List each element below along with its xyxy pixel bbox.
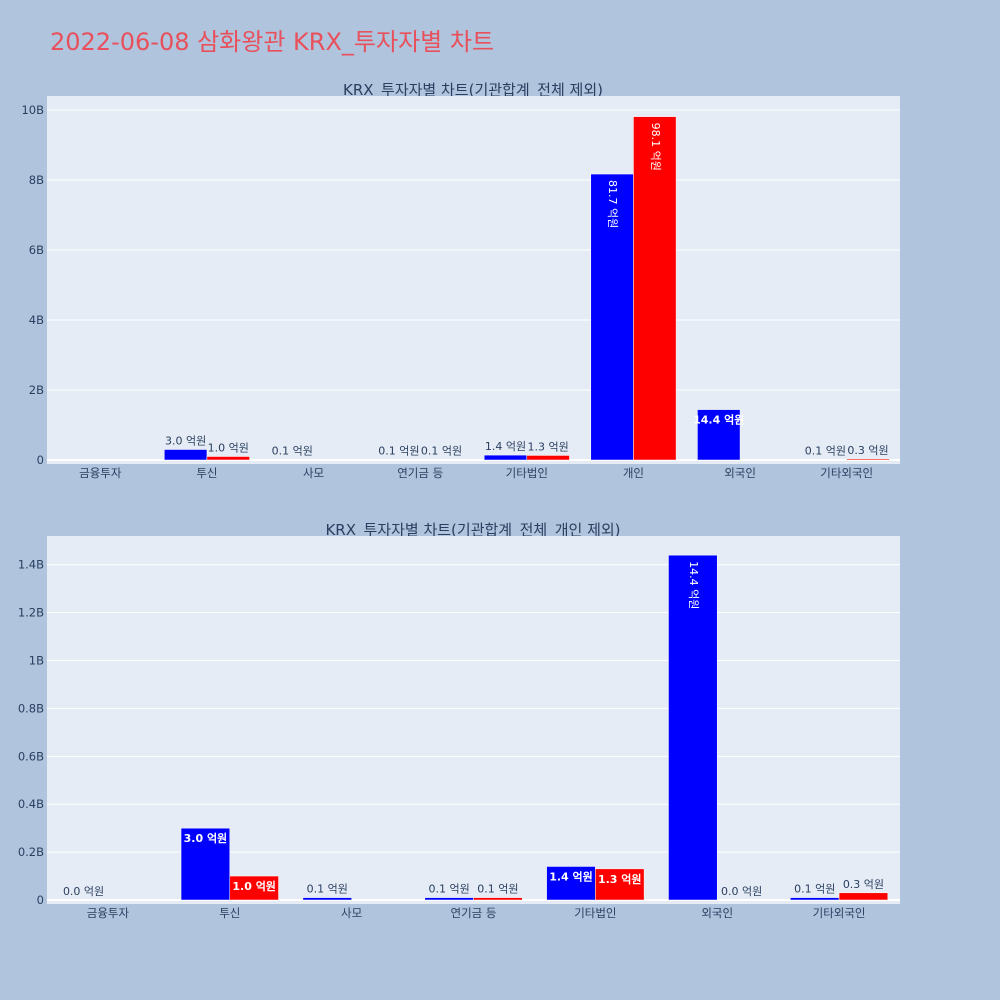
data-label: 1.3 억원	[528, 440, 569, 453]
bar	[633, 116, 677, 461]
x-tick-label: 사모	[303, 466, 324, 480]
plot-area	[47, 536, 900, 904]
bar	[424, 897, 474, 901]
y-tick-label: 0.6B	[18, 749, 44, 763]
y-tick-label: 1.4B	[18, 558, 44, 572]
data-label: 1.4 억원	[549, 869, 593, 883]
y-tick-label: 0	[37, 453, 44, 467]
y-tick-label: 0.8B	[18, 701, 44, 715]
bar	[846, 458, 890, 461]
bar	[483, 454, 528, 461]
data-label: 0.1 억원	[378, 445, 419, 458]
y-tick-label: 8B	[29, 173, 44, 187]
x-tick-label: 기타외국인	[820, 466, 873, 480]
x-tick-label: 기타법인	[506, 466, 548, 480]
chart-panel-1: KRX_투자자별 차트(기관합계_전체 제외) 0 2B 4B 6B 8B 10B 금융투자…	[21, 81, 900, 480]
x-tick-label: 투신	[219, 906, 240, 920]
bar	[180, 827, 231, 901]
data-label: 14.4 억원	[687, 561, 700, 609]
data-label: 0.1 억원	[794, 883, 835, 896]
data-label: 1.4 억원	[485, 440, 526, 453]
y-tick-label: 2B	[29, 383, 44, 397]
bar	[206, 456, 250, 461]
bar	[668, 554, 718, 901]
y-tick-label: 0	[37, 893, 44, 907]
x-tick-label: 외국인	[724, 466, 756, 480]
x-tick-label: 기타외국인	[813, 906, 866, 920]
data-label: 98.1 억원	[649, 123, 662, 171]
x-tick-label: 개인	[623, 466, 644, 480]
data-label: 81.7 억원	[606, 180, 619, 228]
data-label: 0.1 억원	[307, 883, 348, 896]
x-tick-label: 연기금 등	[451, 906, 497, 920]
data-label: 3.0 억원	[165, 435, 206, 448]
chart-panel-2: KRX_투자자별 차트(기관합계_전체_개인 제외) 0 0.2B 0.4B 0.6B…	[18, 521, 900, 920]
bar	[838, 892, 889, 901]
data-label: 0.1 억원	[272, 445, 313, 458]
data-label: 3.0 억원	[184, 831, 228, 845]
y-tick-label: 1.2B	[18, 606, 44, 620]
data-label: 0.3 억원	[843, 878, 884, 891]
y-tick-label: 1B	[29, 654, 44, 668]
bar	[546, 866, 596, 901]
bar	[164, 449, 208, 461]
plot-area	[47, 96, 900, 464]
x-tick-label: 연기금 등	[397, 466, 443, 480]
y-tick-label: 10B	[21, 103, 44, 117]
data-label: 1.0 억원	[208, 442, 249, 455]
data-label: 0.1 억원	[429, 883, 470, 896]
data-label: 0.0 억원	[63, 885, 104, 898]
bar	[697, 409, 741, 461]
y-tick-label: 0.2B	[18, 845, 44, 859]
chart-1-title: KRX_투자자별 차트(기관합계_전체 제외)	[343, 81, 603, 100]
data-label: 1.0 억원	[232, 879, 276, 893]
data-label: 14.4 억원	[693, 413, 744, 427]
data-label: 0.3 억원	[847, 444, 888, 457]
x-tick-label: 기타법인	[574, 906, 616, 920]
bar	[229, 875, 279, 901]
data-label: 0.0 억원	[721, 885, 762, 898]
bar	[526, 455, 570, 461]
y-tick-label: 4B	[29, 313, 44, 327]
y-tick-label: 6B	[29, 243, 44, 257]
bar	[790, 897, 840, 901]
bar	[473, 897, 523, 901]
chart-2-title: KRX_투자자별 차트(기관합계_전체_개인 제외)	[325, 521, 620, 540]
data-label: 0.1 억원	[805, 445, 846, 458]
y-tick-label: 0.4B	[18, 797, 44, 811]
x-tick-label: 금융투자	[79, 466, 122, 480]
x-tick-label: 외국인	[701, 906, 733, 920]
x-tick-label: 투신	[196, 466, 217, 480]
bar	[302, 897, 352, 901]
page-title: 2022-06-08 삼화왕관 KRX_투자자별 차트	[50, 28, 494, 56]
data-label: 0.1 억원	[421, 445, 462, 458]
bar	[595, 868, 645, 901]
x-tick-label: 금융투자	[87, 906, 130, 920]
x-tick-label: 사모	[341, 906, 362, 920]
data-label: 0.1 억원	[477, 883, 518, 896]
data-label: 1.3 억원	[598, 872, 642, 886]
